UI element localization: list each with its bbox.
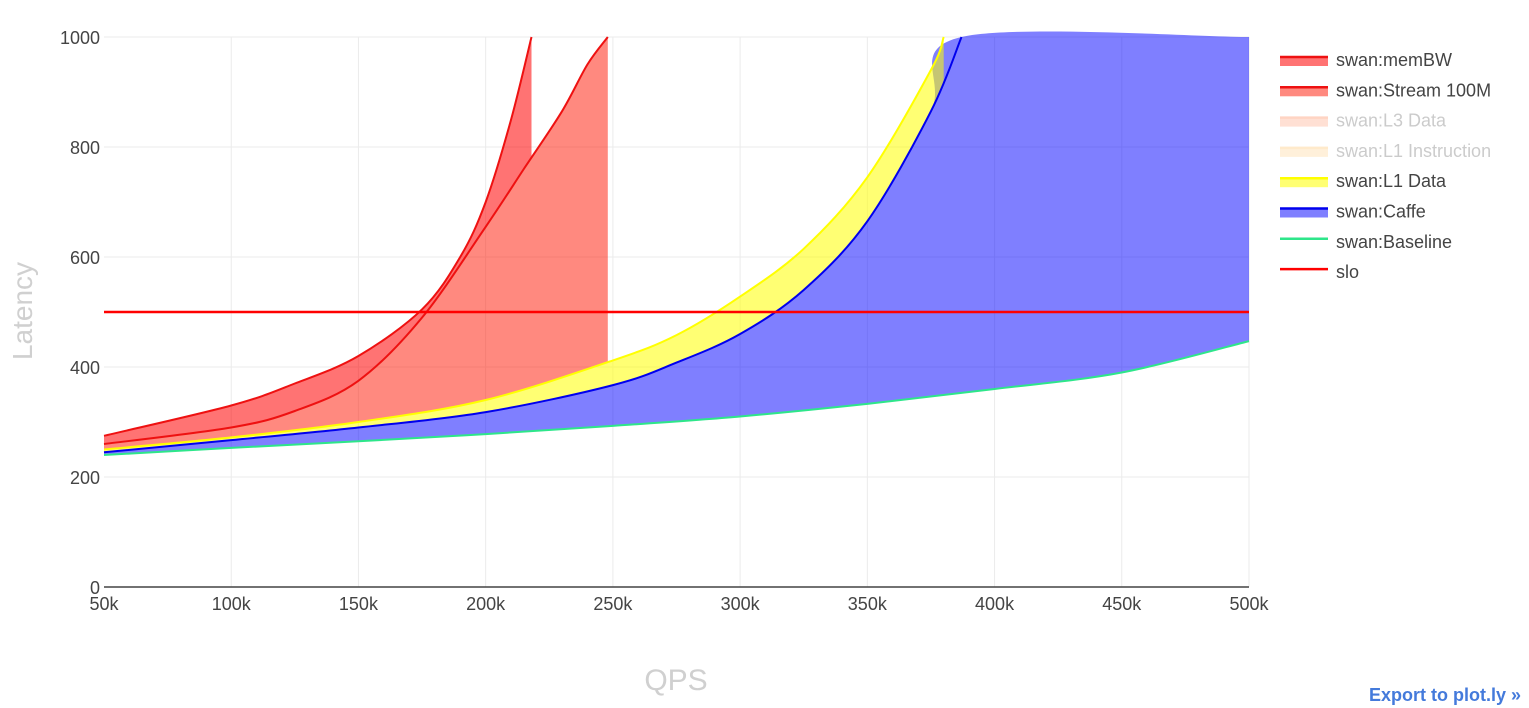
- legend-label: swan:Caffe: [1336, 202, 1426, 222]
- y-tick-label: 0: [90, 578, 100, 598]
- line-swan-caffe: [103, 36, 963, 454]
- legend-swatch: [1280, 177, 1328, 188]
- legend-swatch: [1280, 86, 1328, 97]
- legend-item-swan-l3-data[interactable]: swan:L3 Data: [1280, 111, 1447, 131]
- y-tick-label: 800: [70, 138, 100, 158]
- line-swan-l1-data: [103, 36, 945, 451]
- x-tick-label: 500k: [1229, 594, 1269, 614]
- export-to-plotly-link[interactable]: Export to plot.ly »: [1368, 685, 1521, 705]
- legend-label: swan:memBW: [1336, 50, 1452, 70]
- x-tick-label: 450k: [1102, 594, 1142, 614]
- legend-item-swan-membw[interactable]: swan:memBW: [1280, 50, 1452, 70]
- legend-swatch: [1280, 207, 1328, 218]
- legend-swatch: [1280, 116, 1328, 127]
- x-axis-title: QPS: [644, 664, 707, 697]
- y-tick-label: 400: [70, 358, 100, 378]
- line-swan-stream-100m: [103, 36, 609, 445]
- line-swan-membw: [103, 36, 533, 437]
- legend-item-slo[interactable]: slo: [1280, 262, 1359, 282]
- legend-item-swan-baseline[interactable]: swan:Baseline: [1280, 232, 1452, 252]
- legend-item-swan-l1-instruction[interactable]: swan:L1 Instruction: [1280, 141, 1491, 161]
- x-tick-label: 300k: [721, 594, 761, 614]
- x-tick-label: 350k: [848, 594, 888, 614]
- legend-swatch: [1280, 146, 1328, 157]
- y-tick-label: 600: [70, 248, 100, 268]
- x-tick-label: 150k: [339, 594, 379, 614]
- legend-label: slo: [1336, 262, 1359, 282]
- series-areas: [104, 31, 1249, 455]
- x-tick-label: 200k: [466, 594, 506, 614]
- area-swan-stream-100m: [104, 37, 608, 450]
- legend[interactable]: swan:memBW swan:Stream 100M swan:L3 Data sw…: [1280, 50, 1491, 282]
- legend-swatch: [1280, 56, 1328, 66]
- x-tick-label: 50k: [89, 594, 119, 614]
- tick-labels: 50k 100k 150k 200k 250k 300k 350k 400k 450k 500k 0…: [60, 28, 1270, 614]
- legend-label: swan:Stream 100M: [1336, 80, 1491, 100]
- legend-item-swan-stream-100m[interactable]: swan:Stream 100M: [1280, 80, 1491, 100]
- legend-label: swan:Baseline: [1336, 232, 1452, 252]
- legend-item-swan-l1-data[interactable]: swan:L1 Data: [1280, 171, 1447, 191]
- line-swan-baseline: [103, 340, 1250, 456]
- legend-item-swan-caffe[interactable]: swan:Caffe: [1280, 202, 1426, 222]
- y-tick-label: 200: [70, 468, 100, 488]
- x-tick-label: 100k: [212, 594, 252, 614]
- area-swan-caffe: [104, 31, 1249, 455]
- series-lines: [103, 36, 1250, 456]
- legend-label: swan:L3 Data: [1336, 111, 1447, 131]
- x-tick-label: 400k: [975, 594, 1015, 614]
- y-axis-title: Latency: [7, 262, 38, 360]
- x-tick-label: 250k: [593, 594, 633, 614]
- legend-label: swan:L1 Data: [1336, 171, 1447, 191]
- y-tick-label: 1000: [60, 28, 100, 48]
- legend-label: swan:L1 Instruction: [1336, 141, 1491, 161]
